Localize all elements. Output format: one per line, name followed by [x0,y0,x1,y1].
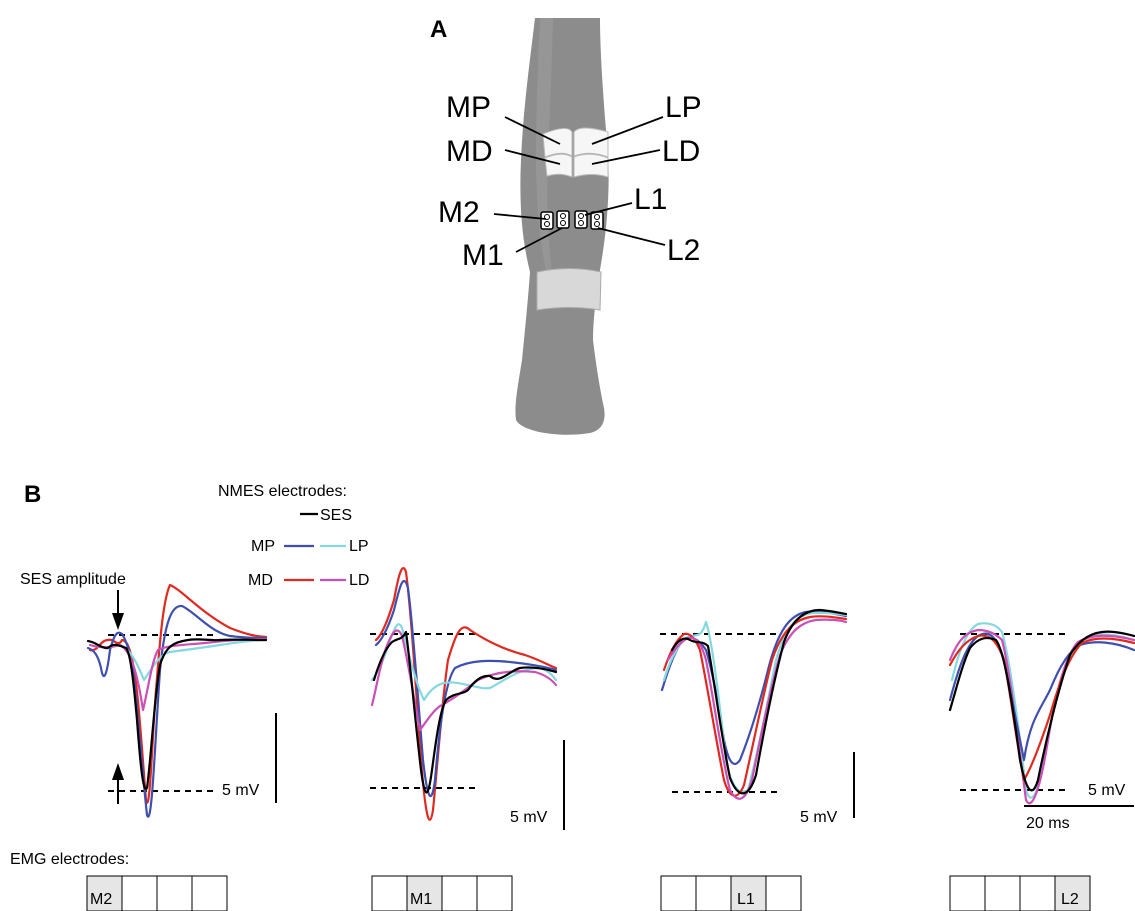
emg-electrode-array [540,210,604,230]
time-scale-label: 20 ms [1026,815,1070,832]
m1-label: M1 [462,239,504,272]
lp-label: LP [665,91,702,124]
emg-trace-panel-m2: 5 mV [86,583,277,818]
scale-label-2: 5 mV [510,809,548,826]
scale-label-3: 5 mV [800,809,838,826]
ld-label: LD [662,135,700,168]
emg-title: EMG electrodes: [10,851,129,868]
leader-lines [493,116,666,253]
mp-label: MP [446,91,491,124]
legend-title: NMES electrodes: [218,483,347,500]
reference-pad [536,268,602,311]
md-pad [544,153,573,178]
ld-pad [573,153,609,178]
emg-box-label-m1: M1 [410,891,432,908]
lp-pad [573,127,609,158]
emg-box-label-l2: L2 [1061,891,1079,908]
scale-label-1: 5 mV [222,782,260,799]
ses-amplitude-arrows [112,590,124,804]
leg-illustration [515,18,609,435]
m2-label: M2 [438,196,480,229]
panel-b-label: B [24,481,41,508]
emg-trace-panel-m1: 5 mV [370,567,565,830]
md-label: MD [446,135,493,168]
emg-box-label-m2: M2 [90,891,112,908]
emg-boxes-m2: M2 [86,875,228,911]
panel-a-label: A [430,16,447,43]
emg-box-label-l1: L1 [737,891,755,908]
legend-lp: LP [349,538,369,555]
emg-trace-panel-l1: 5 mV [660,608,855,826]
ses-amplitude-label: SES amplitude [20,571,126,588]
l2-label: L2 [667,234,700,267]
l1-label: L1 [634,183,667,216]
legend: NMES electrodes: SES MP LP MD LD [218,483,369,589]
emg-boxes-l1: L1 [660,875,802,911]
legend-md: MD [248,572,273,589]
legend-mp: MP [251,538,275,555]
scale-label-4: 5 mV [1088,782,1126,799]
legend-ld: LD [349,572,369,589]
emg-boxes-l2: L2 [949,875,1091,911]
legend-ses: SES [320,507,352,524]
emg-boxes-m1: M1 [371,875,513,911]
emg-trace-panel-l2: 5 mV 20 ms [948,622,1135,832]
